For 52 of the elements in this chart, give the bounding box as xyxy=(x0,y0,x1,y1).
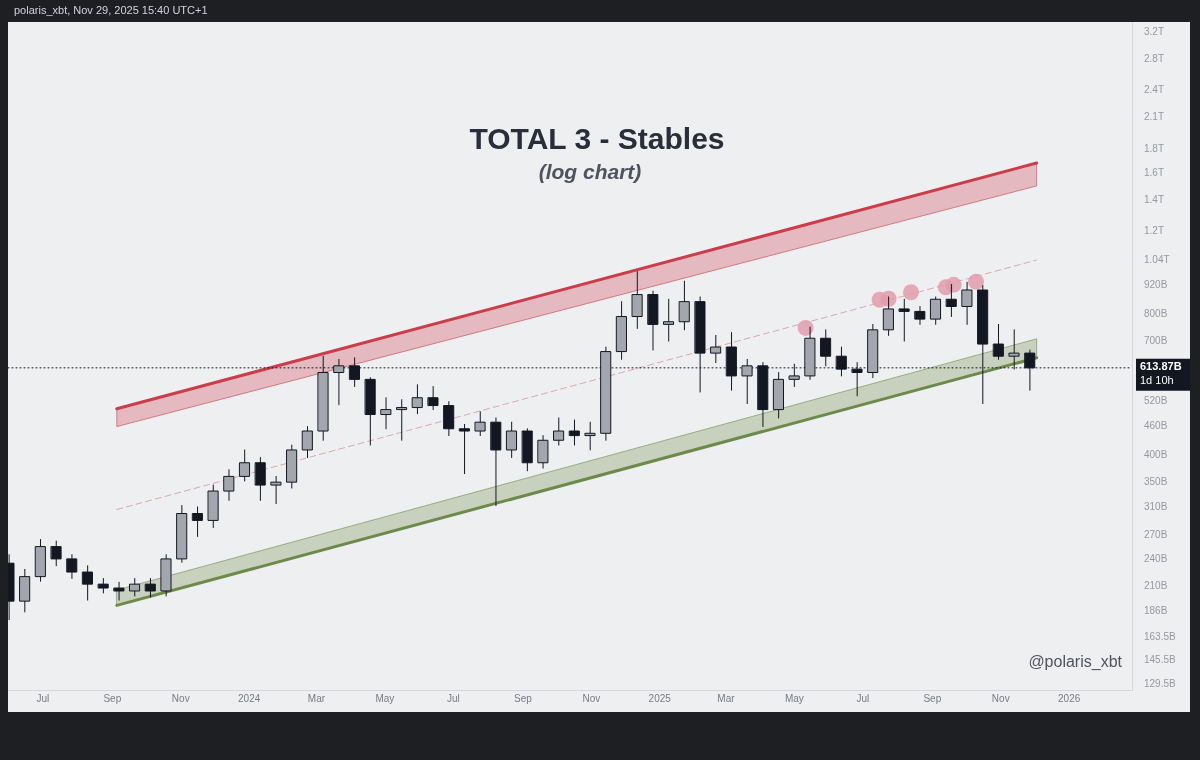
x-tick-label: Nov xyxy=(991,692,1010,704)
y-tick-label: 129.5B xyxy=(1144,678,1177,690)
y-tick-label: 2.1T xyxy=(1144,111,1165,123)
y-tick-label: 700B xyxy=(1144,334,1168,346)
y-tick-label: 1.2T xyxy=(1144,225,1165,237)
x-tick-label: 2025 xyxy=(648,692,672,704)
y-tick-label: 1.04T xyxy=(1144,254,1170,266)
y-tick-label: 163.5B xyxy=(1144,630,1177,642)
x-tick-label: Jul xyxy=(856,692,870,704)
y-tick-label: 270B xyxy=(1144,528,1168,540)
x-tick-label: 2024 xyxy=(238,692,261,704)
y-tick-label: 3.2T xyxy=(1144,25,1165,37)
y-tick-label: 145.5B xyxy=(1144,654,1177,666)
x-tick-label: Jul xyxy=(446,692,460,704)
candlestick xyxy=(192,506,203,537)
x-tick-label: Nov xyxy=(582,692,601,704)
point xyxy=(968,273,985,290)
y-tick-label: 520B xyxy=(1144,395,1168,407)
text: TOTAL 3 - Stables xyxy=(469,122,725,156)
point xyxy=(797,319,814,336)
y-tick-label: 2.4T xyxy=(1144,84,1165,96)
y-tick-label: 240B xyxy=(1144,552,1168,564)
y-tick-label: 210B xyxy=(1144,579,1168,591)
x-tick-label: Sep xyxy=(103,692,122,704)
x-tick-label: Sep xyxy=(923,692,942,704)
y-tick-label: 350B xyxy=(1144,475,1168,487)
x-tick-label: Jul xyxy=(36,692,50,704)
y-tick-label: 1.6T xyxy=(1144,166,1165,178)
y-tick-label: 400B xyxy=(1144,448,1168,460)
ref-line-label: 613.87B 1d 10h xyxy=(1140,359,1182,386)
x-tick-label: Sep xyxy=(513,692,533,704)
text: polaris_xbt, Nov 29, 2025 15:40 UTC+1 xyxy=(14,4,208,17)
point xyxy=(880,290,897,307)
x-tick-label: May xyxy=(784,692,804,704)
y-tick-label: 1.4T xyxy=(1144,193,1165,205)
y-tick-label: 920B xyxy=(1144,279,1168,291)
text: (log chart) xyxy=(538,159,642,183)
point xyxy=(903,284,920,301)
x-tick-label: 2026 xyxy=(1058,692,1081,704)
x-tick-label: May xyxy=(375,692,395,704)
y-tick-label: 800B xyxy=(1144,307,1168,319)
y-tick-label: 186B xyxy=(1144,604,1168,616)
y-tick-label: 2.8T xyxy=(1144,52,1165,64)
x-tick-label: Mar xyxy=(307,692,326,704)
annotation: @polaris_xbt xyxy=(1028,653,1123,672)
x-tick-label: Mar xyxy=(717,692,736,704)
y-tick-label: 460B xyxy=(1144,420,1168,432)
y-tick-label: 310B xyxy=(1144,500,1168,512)
y-tick-label: 1.8T xyxy=(1144,142,1165,154)
candlestick xyxy=(255,457,266,501)
x-tick-label: Nov xyxy=(171,692,190,704)
point xyxy=(945,276,962,293)
